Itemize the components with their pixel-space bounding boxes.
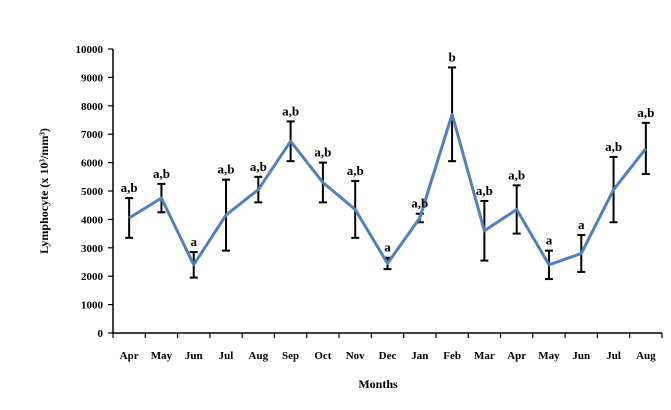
x-tick-label: Aug (636, 350, 656, 362)
x-tick-label: Jul (219, 350, 234, 362)
x-axis-title: Months (358, 377, 398, 391)
y-ticks: 0 1000 2000 3000 4000 5000 6000 7000 8000 9000 100… (76, 44, 113, 340)
significance-label: a,b (250, 159, 267, 174)
significance-label: a (546, 233, 553, 248)
y-tick-label: 1000 (81, 300, 104, 312)
x-tick-label: May (151, 350, 173, 362)
y-tick-label: 8000 (81, 101, 104, 113)
significance-label: a,b (314, 145, 331, 160)
y-tick-label: 7000 (81, 129, 104, 141)
y-tick-label: 4000 (81, 214, 104, 226)
x-tick-label: Oct (314, 350, 331, 362)
x-tick-label: Jun (572, 350, 590, 362)
significance-label: a,b (411, 196, 428, 211)
significance-label: a,b (347, 163, 364, 178)
y-tick-label: 5000 (81, 186, 104, 198)
significance-label: b (448, 49, 455, 64)
significance-label: a,b (218, 162, 235, 177)
y-tick-label: 9000 (81, 72, 104, 84)
significance-label: a (578, 217, 585, 232)
x-tick-label: May (538, 350, 560, 362)
x-tick-label: Apr (507, 350, 526, 362)
x-tick-label: Mar (474, 350, 495, 362)
significance-label: a,b (121, 180, 138, 195)
x-tick-label: Jan (411, 350, 428, 362)
y-tick-label: 3000 (81, 243, 104, 255)
significance-label: a,b (153, 166, 170, 181)
x-tick-label: Aug (249, 350, 269, 362)
significance-label: a,b (282, 103, 299, 118)
x-tick-label: Feb (443, 350, 461, 362)
y-axis-title: Lymphocyte (x 10³/mm³) (37, 128, 51, 254)
significance-label: a,b (508, 167, 525, 182)
x-tick-label: Sep (282, 350, 299, 362)
x-tick-label: Apr (120, 350, 139, 362)
x-tick-label: Jul (606, 350, 621, 362)
y-tick-label: 6000 (81, 158, 104, 170)
significance-label: a (384, 240, 391, 255)
significance-labels: a,b a,b a a,b a,b a,b a,b a,b a a,b b a,b a,b a a a,b a,… (121, 49, 655, 254)
y-tick-label: 2000 (81, 271, 104, 283)
series-line (128, 112, 648, 267)
x-tick-label: Nov (346, 350, 365, 362)
significance-label: a,b (605, 139, 622, 154)
x-ticks: Apr May Jun Jul Aug Sep Oct Nov Dec Jan Feb Mar Apr M… (112, 333, 663, 362)
y-axis: 0 1000 2000 3000 4000 5000 6000 7000 8000 9000 100… (76, 44, 114, 340)
y-tick-label: 10000 (76, 44, 104, 56)
x-tick-label: Dec (379, 350, 397, 362)
x-tick-label: Jun (185, 350, 203, 362)
x-axis: Apr May Jun Jul Aug Sep Oct Nov Dec Jan Feb Mar Apr M… (112, 332, 663, 362)
significance-label: a (190, 234, 197, 249)
significance-label: a,b (637, 105, 654, 120)
significance-label: a,b (476, 183, 493, 198)
y-tick-label: 0 (98, 328, 104, 340)
